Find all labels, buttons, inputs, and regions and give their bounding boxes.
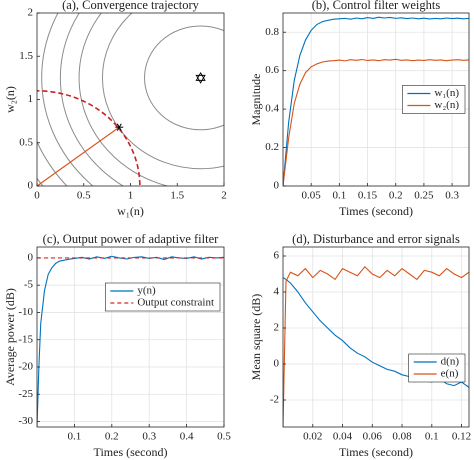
- x-tick-label: 0.06: [363, 431, 383, 443]
- plot-content: [37, 13, 224, 186]
- axes-frame: [36, 246, 225, 428]
- legend-label: e(n): [441, 368, 459, 380]
- y-tick-label: 0.5: [19, 136, 33, 148]
- y-tick-label: 1.5: [19, 50, 33, 62]
- y-tick-label: 0.2: [265, 141, 279, 153]
- axes-frame: [282, 12, 470, 187]
- plot-area: [37, 247, 224, 427]
- y-axis-label: w₂(n): [3, 86, 17, 113]
- x-tick-label: 0.5: [77, 190, 91, 202]
- y-tick-label: -25: [18, 388, 33, 400]
- legend: w₁(n)w₂(n): [402, 85, 466, 114]
- x-tick-label: 0.1: [332, 190, 346, 202]
- legend-label: w₂(n): [434, 99, 459, 111]
- x-axis-label: Times (second): [94, 445, 168, 459]
- panel: 0 0.5 1 1.5 2 0 0.5 1 1.5 2 (a), Convergence traje…: [3, 0, 227, 218]
- legend: y(n)Output constraint: [105, 282, 221, 312]
- y-axis-label: Average power (dB): [3, 288, 17, 386]
- chart-title: (b), Control filter weights: [312, 0, 441, 12]
- x-tick-label: 0.04: [333, 431, 353, 443]
- y-tick-label: 2: [28, 7, 34, 19]
- x-tick-label: 0.02: [303, 431, 322, 443]
- legend-label: d(n): [441, 356, 460, 368]
- trajectory: [37, 126, 120, 186]
- x-tick-label: 1.5: [170, 190, 184, 202]
- contour-line: [144, 25, 224, 131]
- y-tick-label: 0.6: [265, 64, 279, 76]
- x-tick-label: 0.08: [392, 431, 412, 443]
- x-axis-label: Times (second): [339, 204, 413, 218]
- x-tick-label: 0.1: [425, 431, 439, 443]
- x-tick-label: 0.3: [142, 431, 156, 443]
- legend-box: [402, 85, 466, 114]
- chart-title: (c), Output power of adaptive filter: [43, 232, 219, 246]
- x-tick-label: 2: [221, 190, 227, 202]
- x-axis-label: w₁(n): [117, 204, 144, 218]
- series-line: [283, 265, 469, 427]
- axes-frame: [282, 246, 470, 428]
- panel: 0.02 0.04 0.06 0.08 0.1 0.12 -2 0 2 4 6 (d), Distur…: [249, 232, 471, 459]
- converged-point: [115, 123, 124, 131]
- y-tick-label: -10: [18, 306, 33, 318]
- series-line: [283, 16, 469, 186]
- y-tick-label: 1: [28, 93, 34, 105]
- x-tick-label: 0: [34, 190, 40, 202]
- x-tick-label: 0.2: [389, 190, 403, 202]
- series-line: [283, 58, 469, 186]
- y-axis-label: Mean square (dB): [249, 294, 263, 381]
- x-tick-label: 0.4: [180, 431, 194, 443]
- x-tick-label: 0.5: [217, 431, 231, 443]
- y-axis-label: Magnitude: [249, 74, 263, 126]
- y-tick-label: 4: [274, 286, 280, 298]
- y-tick-label: 0: [274, 358, 280, 370]
- x-tick-label: 1: [128, 190, 134, 202]
- y-tick-label: 0: [274, 180, 280, 192]
- x-tick-label: 0.25: [414, 190, 434, 202]
- contour-line: [101, 13, 224, 170]
- legend-label: Output constraint: [137, 297, 214, 309]
- legend-label: w₁(n): [434, 87, 459, 99]
- chart-title: (d), Disturbance and error signals: [292, 232, 460, 246]
- optimum-marker: [195, 71, 206, 84]
- panel: 0.05 0.1 0.15 0.2 0.25 0.3 0 0.2 0.4 0.6 0.8 (b), C…: [249, 0, 470, 218]
- y-tick-label: -2: [270, 394, 279, 406]
- legend-box: [105, 282, 221, 312]
- legend-box: [408, 353, 466, 383]
- plot-content: [37, 255, 224, 427]
- y-tick-label: 2: [274, 322, 280, 334]
- y-tick-label: 6: [274, 250, 280, 262]
- panel: 0.1 0.2 0.3 0.4 0.5 -30 -25 -20 -15 -10 -5 0 (c), Ou…: [3, 232, 232, 459]
- y-tick-label: -20: [18, 361, 33, 373]
- x-tick-label: 0.05: [302, 190, 322, 202]
- legend-label: y(n): [137, 285, 156, 297]
- x-tick-label: 0.15: [358, 190, 378, 202]
- y-tick-label: -5: [24, 279, 34, 291]
- y-tick-label: -15: [18, 333, 33, 345]
- x-tick-label: 0.2: [105, 431, 119, 443]
- chart-title: (a), Convergence trajectory: [62, 0, 200, 12]
- x-tick-label: 0.12: [452, 431, 471, 443]
- x-axis-label: Times (second): [339, 445, 413, 459]
- legend: d(n)e(n): [408, 353, 466, 383]
- x-tick-label: 0.1: [68, 431, 82, 443]
- y-tick-label: 0: [28, 180, 34, 192]
- y-tick-label: 0: [28, 251, 34, 263]
- x-tick-label: 0.3: [445, 190, 459, 202]
- contour-line: [59, 13, 125, 186]
- y-tick-label: 0.4: [265, 103, 279, 115]
- plot-area: [37, 13, 224, 186]
- plot-content: [283, 16, 469, 186]
- contour-line: [78, 13, 170, 186]
- contour-line: [41, 13, 94, 186]
- y-tick-label: -30: [18, 415, 33, 427]
- y-tick-label: 0.8: [265, 26, 279, 38]
